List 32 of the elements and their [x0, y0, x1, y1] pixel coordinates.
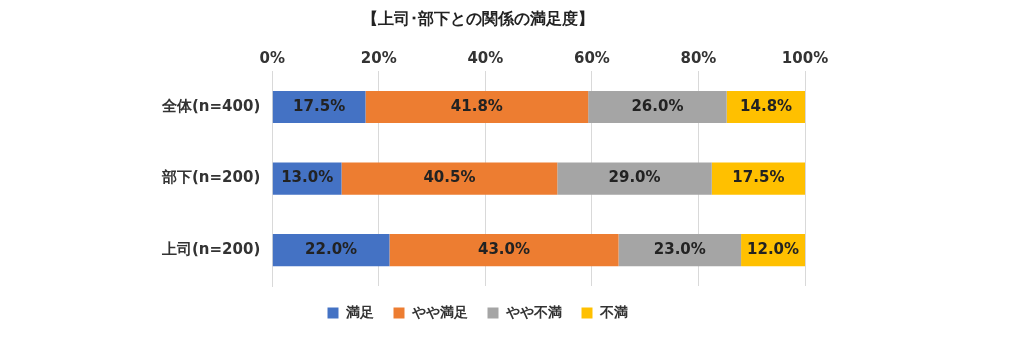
y-tick-label: 上司(n=200) — [160, 240, 261, 259]
data-label: 17.5% — [732, 168, 785, 187]
x-tick-label: 60% — [573, 49, 610, 68]
y-tick-label: 部下(n=200) — [160, 168, 261, 187]
legend-label: やや満足 — [410, 303, 468, 320]
x-tick-label: 40% — [467, 49, 504, 68]
legend-label: 満足 — [344, 303, 374, 320]
data-label: 23.0% — [653, 240, 706, 259]
bar — [711, 162, 805, 195]
data-label: 41.8% — [450, 96, 503, 115]
bar — [341, 162, 558, 195]
data-label: 43.0% — [477, 240, 531, 259]
chart-title: 【上司･部下との関係の満足度】 — [361, 8, 594, 28]
data-label: 29.0% — [608, 168, 661, 187]
bar — [365, 90, 589, 124]
x-tick-label: 0% — [259, 49, 285, 68]
data-label: 40.5% — [423, 168, 476, 187]
legend-label: やや不満 — [504, 303, 562, 320]
bar — [389, 234, 619, 267]
data-label: 22.0% — [305, 240, 358, 259]
y-tick-label: 全体(n=400) — [160, 96, 261, 115]
data-label: 26.0% — [631, 96, 684, 115]
data-label: 14.8% — [740, 96, 793, 115]
data-label: 17.5% — [293, 96, 346, 115]
x-tick-label: 100% — [781, 49, 829, 68]
bar — [588, 90, 727, 124]
data-label: 12.0% — [747, 240, 800, 259]
data-label: 13.0% — [281, 168, 334, 187]
x-tick-label: 20% — [360, 49, 397, 68]
x-tick-label: 80% — [680, 49, 717, 68]
bar — [557, 162, 712, 195]
legend-label: 不満 — [598, 303, 628, 320]
